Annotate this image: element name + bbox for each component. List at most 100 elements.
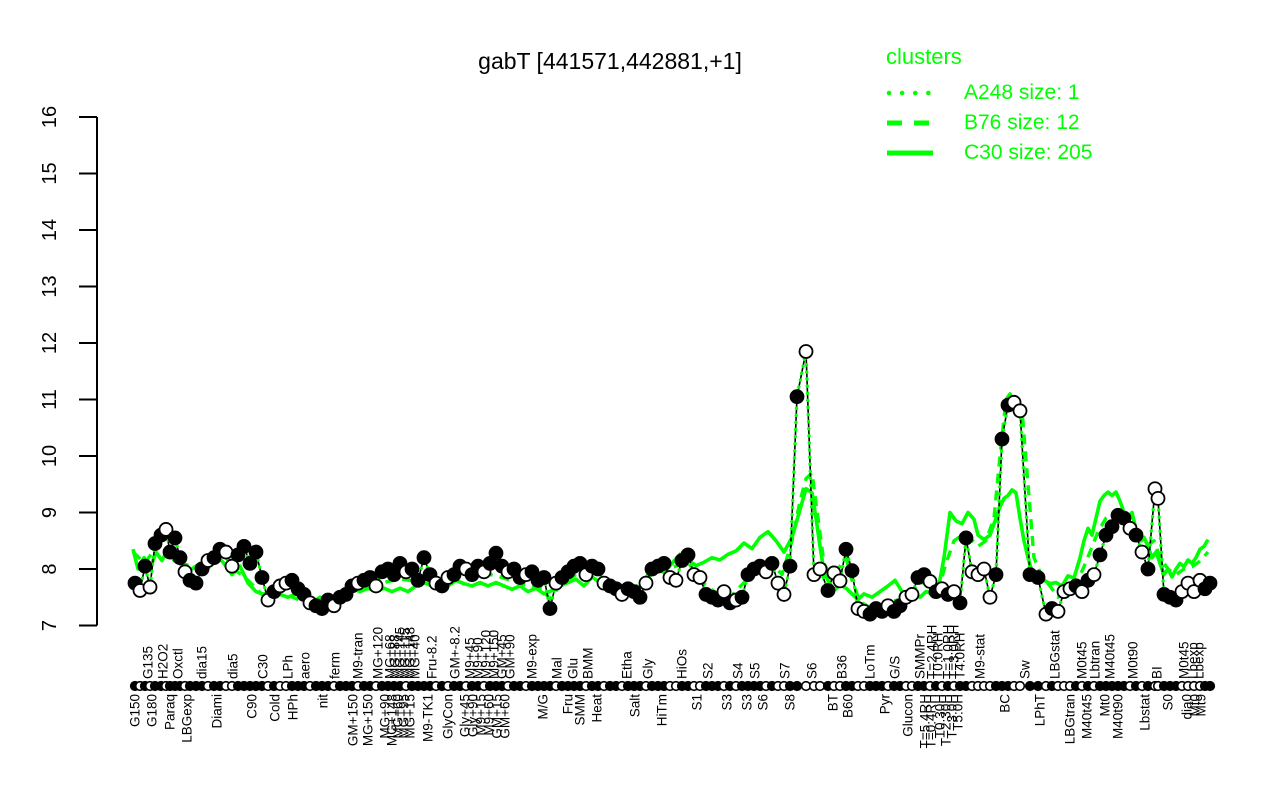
gene-point (994, 431, 1010, 447)
y-tick-label: 8 (39, 563, 61, 574)
condition-label: MG+40 (408, 634, 423, 679)
gene-point (988, 567, 1004, 583)
gene-point (1140, 561, 1156, 577)
dashed-line-icon (886, 119, 934, 127)
gene-point (838, 541, 854, 557)
gene-point (982, 589, 998, 605)
gene-point (1086, 567, 1102, 583)
condition-label: G180 (145, 694, 160, 727)
gene-point (946, 584, 962, 599)
condition-label: M40t45 (1080, 694, 1095, 739)
legend-label-a248: A248 size: 1 (964, 81, 1080, 104)
condition-label: M9-stat (973, 634, 988, 679)
legend-label-c30: C30 size: 205 (964, 141, 1093, 164)
gene-point (404, 561, 420, 577)
legend-item-b76: B76 size: 12 (886, 108, 1092, 138)
condition-label: MG+60 (391, 694, 406, 739)
condition-label: M9+120 (479, 630, 494, 679)
condition-label: T=2.30H (939, 694, 954, 746)
sample-marker-row (129, 680, 1216, 692)
condition-label: nit (316, 694, 331, 709)
gene-point (952, 595, 968, 611)
condition-label: MG+90 (378, 694, 393, 739)
condition-label: BI (1150, 666, 1165, 679)
gene-point (632, 589, 648, 605)
condition-label: T=2.4RH (925, 625, 940, 679)
gene-point (1030, 570, 1046, 585)
gene-point (1074, 584, 1090, 599)
condition-label: Cold (268, 694, 283, 722)
condition-label: M40t90 (1111, 694, 1126, 739)
gene-point (789, 389, 805, 405)
condition-label: ferm (328, 652, 343, 679)
gene-point (782, 558, 798, 574)
gene-point (188, 575, 204, 591)
gene-point (542, 601, 558, 616)
condition-label: LBGtran (1063, 694, 1078, 744)
condition-label: S0 (1161, 694, 1176, 711)
condition-label: S3 (740, 694, 755, 711)
gene-point (536, 570, 552, 585)
condition-labels-bottom: G150 G180 Paraq LBGexp Diami C90 Cold HPh nit GM+… (128, 693, 1209, 748)
condition-label: C90 (245, 694, 260, 719)
condition-label: Mt0 (1098, 694, 1113, 717)
condition-label: Lbexp (1186, 642, 1201, 679)
condition-label: S3 (720, 694, 735, 711)
condition-label: GM+90 (503, 634, 518, 679)
condition-label: B60 (841, 694, 856, 718)
condition-label: B36 (835, 655, 850, 679)
gene-point (236, 539, 252, 554)
gene-point (242, 555, 258, 571)
condition-label: C30 (256, 654, 271, 679)
condition-label: Pyr (878, 693, 893, 714)
gene-point (770, 575, 786, 591)
condition-label: T0:0RH (931, 632, 946, 679)
condition-label: BT (826, 694, 841, 711)
condition-label: M9-exp (525, 634, 540, 679)
condition-label: Mal (550, 657, 565, 679)
condition-label: T=3.0RH (947, 625, 962, 679)
sample-marker (1014, 680, 1026, 692)
condition-label: M/G (536, 694, 551, 720)
condition-label: GM+15 (490, 694, 505, 739)
gene-point (656, 555, 672, 571)
condition-label: S4 (731, 662, 746, 679)
condition-label: Lbtran (1088, 641, 1103, 679)
gene-point (158, 522, 174, 537)
condition-label: M0t45 (1075, 641, 1090, 679)
condition-label: M9+60 (482, 694, 497, 736)
condition-label: G/S (888, 656, 903, 679)
solid-line-icon (886, 149, 934, 157)
condition-label: M9-tran (351, 632, 366, 679)
gene-point (1092, 547, 1108, 563)
y-tick-label: 11 (39, 389, 61, 410)
gene-point (1128, 527, 1144, 543)
condition-label: Diami (210, 694, 225, 729)
legend: clusters A248 size: 1 B76 size: 12 C30 s… (886, 44, 1092, 168)
condition-label: GM+-8.2 (448, 626, 463, 679)
gene-point (692, 570, 708, 585)
legend-item-a248: A248 size: 1 (886, 78, 1092, 108)
condition-label: S5 (748, 662, 763, 679)
condition-label: S2 (701, 662, 716, 679)
condition-label: dia15 (195, 646, 210, 679)
condition-label: MG+95 (397, 694, 412, 739)
condition-label: T5.0H (951, 694, 966, 731)
condition-label: Lbexp (1192, 642, 1207, 679)
y-tick-label: 16 (39, 106, 61, 128)
condition-label: Gly+90 (466, 694, 481, 737)
condition-label: Glucon (901, 694, 916, 737)
gene-point (1050, 603, 1066, 619)
legend-label-b76: B76 size: 12 (964, 111, 1080, 134)
condition-label: HiOs (675, 649, 690, 679)
y-tick-label: 12 (39, 332, 61, 354)
condition-label: SMMPr (913, 634, 928, 680)
sample-marker (791, 680, 803, 692)
y-tick-label: 7 (39, 620, 61, 631)
gene-point (368, 578, 384, 594)
condition-label: LPhT (1033, 694, 1048, 726)
condition-label: T=5.4RH (918, 694, 933, 748)
gene-point (812, 561, 828, 577)
